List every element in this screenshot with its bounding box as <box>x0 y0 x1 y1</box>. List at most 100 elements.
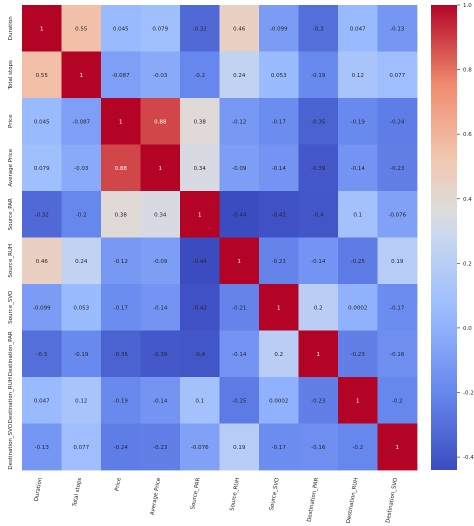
cell-value-label: -0.14 <box>232 352 247 358</box>
cell-value-label: 0.045 <box>113 26 129 32</box>
heatmap-cell <box>298 98 339 145</box>
heatmap-cell <box>140 144 181 192</box>
cell-value-label: -0.03 <box>74 166 89 172</box>
y-tick-label: Average Price <box>8 148 14 186</box>
heatmap-cell <box>180 284 220 331</box>
heatmap-cell <box>101 5 141 52</box>
heatmap-cell <box>338 237 378 285</box>
heatmap-cell <box>101 284 141 331</box>
y-tick-label: Source_RUH <box>8 244 14 278</box>
heatmap-cell <box>298 5 339 52</box>
heatmap-cell <box>298 284 339 331</box>
cell-value-label: 0.24 <box>75 259 88 265</box>
heatmap-cell <box>219 98 260 145</box>
cell-value-label: -0.19 <box>74 352 89 358</box>
cell-value-label: -0.35 <box>114 352 129 358</box>
heatmap-cell <box>377 98 418 145</box>
heatmap-cell <box>298 330 339 378</box>
cell-value-label: 0.0002 <box>348 305 367 311</box>
cell-value-label: 1 <box>40 26 44 32</box>
cell-value-label: -0.14 <box>351 166 366 172</box>
heatmap-cell <box>180 423 220 471</box>
heatmap-cell <box>61 5 102 52</box>
cell-value-label: 1 <box>396 445 400 451</box>
heatmap-cell <box>219 423 260 471</box>
heatmap-cell <box>338 51 378 99</box>
cell-value-label: 0.46 <box>36 259 49 265</box>
cell-value-label: 1 <box>317 352 321 358</box>
heatmap-cell <box>61 423 102 471</box>
cell-value-label: -0.44 <box>193 259 208 265</box>
heatmap-cell <box>298 144 339 192</box>
heatmap-cell <box>140 423 181 471</box>
cell-value-label: -0.12 <box>114 259 128 265</box>
heatmap-cell <box>22 5 62 52</box>
colorbar-tick-label: -0.4 <box>463 455 474 461</box>
y-tick-label: Price <box>8 114 14 128</box>
heatmap-cell <box>259 377 299 424</box>
cell-value-label: 1 <box>159 166 163 172</box>
cell-value-label: -0.2 <box>76 212 87 218</box>
x-tick-label: Source_SVO <box>269 477 281 511</box>
cell-value-label: -0.42 <box>272 212 286 218</box>
heatmap-cell <box>219 330 260 378</box>
cell-value-label: -0.13 <box>390 26 405 32</box>
cell-value-label: -0.24 <box>390 119 405 125</box>
heatmap-cell <box>140 51 181 99</box>
heatmap-cell <box>101 51 141 99</box>
cell-value-label: 0.88 <box>154 119 167 125</box>
cell-value-label: -0.17 <box>114 305 129 311</box>
heatmap-cell <box>338 377 378 424</box>
cell-value-label: 0.077 <box>73 445 89 451</box>
heatmap-cell <box>22 237 62 285</box>
cell-value-label: 0.55 <box>36 73 49 79</box>
cell-value-label: -0.076 <box>191 445 209 451</box>
heatmap-cell <box>298 191 339 238</box>
cell-value-label: 1 <box>277 305 281 311</box>
cell-value-label: 1 <box>238 259 242 265</box>
heatmap-cell <box>259 284 299 331</box>
x-tick-label: Average Price <box>150 477 163 516</box>
cell-value-label: -0.39 <box>153 352 168 358</box>
x-tick-label: Source_PAR <box>190 477 202 510</box>
x-tick-label: Source_RUH <box>229 477 241 511</box>
y-tick-label: Destination_RUH <box>8 377 14 423</box>
cell-value-label: -0.42 <box>193 305 207 311</box>
cell-value-label: -0.3 <box>36 352 47 358</box>
colorbar-tick-label: 0.2 <box>463 261 472 267</box>
cell-value-label: 0.077 <box>389 73 405 79</box>
heatmap-cell <box>22 98 62 145</box>
heatmap-cell <box>377 5 418 52</box>
cell-value-label: -0.19 <box>114 398 129 404</box>
cell-value-label: -0.23 <box>351 352 366 358</box>
heatmap-cell <box>298 377 339 424</box>
heatmap-cell <box>61 144 102 192</box>
heatmap-cell <box>377 330 418 378</box>
heatmap-cell <box>101 144 141 192</box>
heatmap-cell <box>101 423 141 471</box>
cell-value-label: -0.14 <box>272 166 287 172</box>
cell-value-label: 0.053 <box>271 73 287 79</box>
heatmap-cell <box>140 284 181 331</box>
cell-value-label: -0.35 <box>311 119 326 125</box>
cell-value-label: -0.09 <box>153 259 168 265</box>
y-tick-label: Destination_SVO <box>8 423 14 469</box>
cell-value-label: 0.46 <box>233 26 246 32</box>
heatmap-cell <box>140 330 181 378</box>
heatmap-cell <box>338 98 378 145</box>
cell-value-label: -0.4 <box>194 352 205 358</box>
cell-value-label: 0.19 <box>233 445 246 451</box>
heatmap-cell <box>180 191 220 238</box>
cell-value-label: -0.21 <box>272 259 286 265</box>
colorbar: 1.0 0.8 0.6 0.4 0.2 0.0 -0.2 -0.4 <box>431 3 474 470</box>
cell-value-label: -0.16 <box>390 352 405 358</box>
heatmap-cell <box>338 330 378 378</box>
cell-value-label: -0.099 <box>33 305 51 311</box>
heatmap-cell <box>180 51 220 99</box>
cell-value-label: -0.19 <box>311 73 326 79</box>
cell-value-label: -0.17 <box>390 305 405 311</box>
heatmap-cell <box>338 5 378 52</box>
heatmap-cell <box>180 330 220 378</box>
cell-value-label: -0.14 <box>153 305 168 311</box>
cell-value-label: -0.32 <box>193 26 207 32</box>
